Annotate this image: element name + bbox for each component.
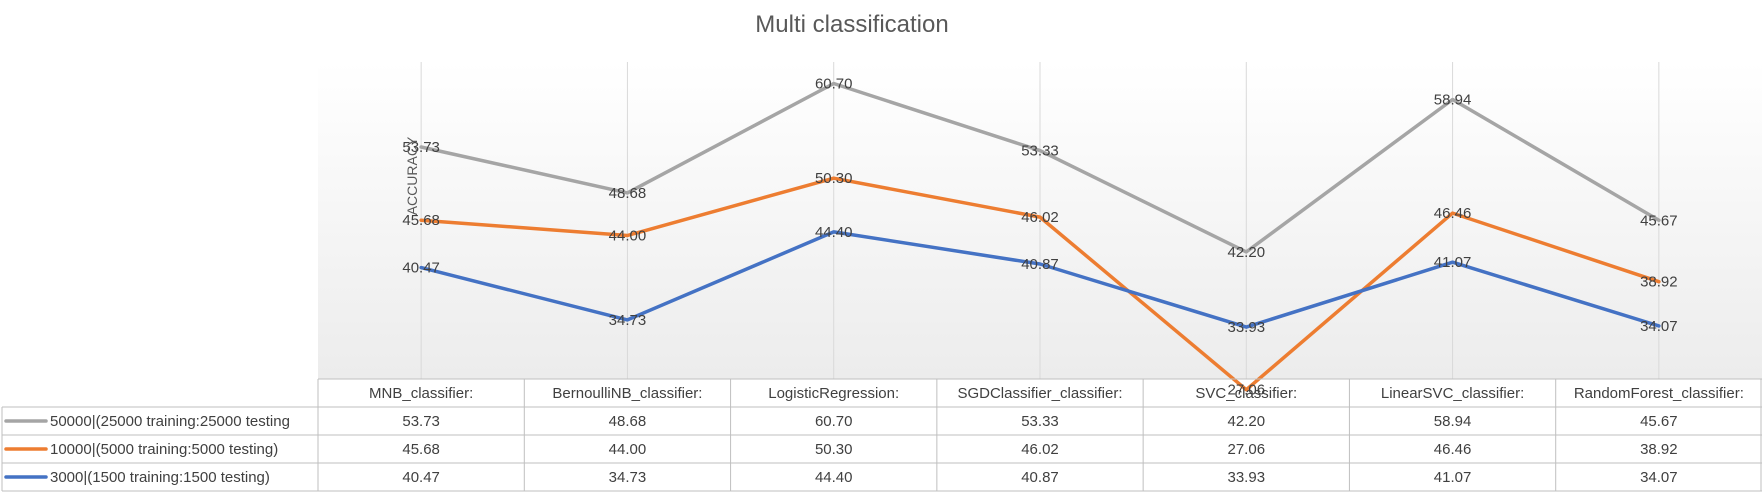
table-cell: 27.06 <box>1228 441 1266 458</box>
data-point <box>419 266 423 270</box>
table-cell: 46.46 <box>1434 441 1472 458</box>
data-point <box>1657 280 1661 284</box>
data-label: 38.92 <box>1640 274 1678 291</box>
data-label: 45.67 <box>1640 212 1678 229</box>
data-point <box>1038 215 1042 219</box>
data-point <box>1451 98 1455 102</box>
data-label: 42.20 <box>1228 244 1266 261</box>
table-cell: 48.68 <box>609 413 647 430</box>
data-label: 34.73 <box>609 312 647 329</box>
data-labels: 53.73 48.68 60.70 53.33 42.20 58.94 45.67 45.68… <box>402 76 1677 399</box>
data-table: MNB_classifier: BernoulliNB_classifier: Lo… <box>1 378 1762 492</box>
data-point <box>1451 260 1455 264</box>
data-point <box>1244 250 1248 254</box>
table-cell: 41.07 <box>1434 469 1472 486</box>
data-label: 53.73 <box>402 139 440 156</box>
data-label: 58.94 <box>1434 92 1472 109</box>
data-label: 44.00 <box>609 228 647 245</box>
data-label: 46.46 <box>1434 205 1472 222</box>
data-point <box>1244 325 1248 329</box>
category-label-randomforest-classifier: RandomForest_classifier: <box>1574 385 1744 402</box>
legend-entry-1: 50000|(25000 training:25000 testing <box>50 413 290 430</box>
data-point <box>625 234 629 237</box>
category-label-svc-classifier: SVC_classifier: <box>1195 385 1297 402</box>
legend-entry-2: 10000|(5000 training:5000 testing) <box>50 441 278 458</box>
data-label: 60.70 <box>815 76 853 93</box>
data-point <box>832 230 836 234</box>
table-cell: 33.93 <box>1228 469 1266 486</box>
table-cell: 46.02 <box>1021 441 1059 458</box>
data-point <box>625 191 629 195</box>
category-label-sgdclassifier-classifier: SGDClassifier_classifier: <box>957 385 1122 402</box>
data-label: 27.06 <box>1228 382 1266 399</box>
y-axis-label: ACCURACY <box>404 136 420 215</box>
data-label: 45.68 <box>402 212 440 229</box>
data-label: 44.40 <box>815 224 853 241</box>
table-cell: 42.20 <box>1228 413 1266 430</box>
table-cell: 60.70 <box>815 413 853 430</box>
legend-entry-3: 3000|(1500 training:1500 testing) <box>50 469 270 486</box>
data-label: 46.02 <box>1021 209 1059 226</box>
table-cell: 44.40 <box>815 469 853 486</box>
data-point <box>1451 211 1455 215</box>
table-cell: 34.07 <box>1640 469 1678 486</box>
category-label-logisticregression: LogisticRegression: <box>768 385 899 402</box>
data-point <box>419 218 423 222</box>
category-label-mnb-classifier: MNB_classifier: <box>369 385 473 402</box>
chart-title: Multi classification <box>755 11 948 38</box>
data-label: 53.33 <box>1021 143 1059 160</box>
data-label: 48.68 <box>609 185 647 202</box>
data-point <box>832 176 836 180</box>
data-label: 34.07 <box>1640 318 1678 335</box>
category-label-bernoullinb-classifier: BernoulliNB_classifier: <box>552 385 702 402</box>
data-point <box>1038 262 1042 266</box>
table-cell: 45.67 <box>1640 413 1678 430</box>
data-point <box>1038 149 1042 153</box>
data-point <box>625 318 629 322</box>
data-point <box>832 82 836 86</box>
table-cell: 40.47 <box>402 469 440 486</box>
data-point <box>419 145 423 149</box>
data-label: 33.93 <box>1228 319 1266 336</box>
data-point <box>1244 388 1248 392</box>
category-label-linearsvc-classifier: LinearSVC_classifier: <box>1381 385 1524 402</box>
data-label: 41.07 <box>1434 254 1472 271</box>
data-label: 40.87 <box>1021 256 1059 273</box>
series-lines <box>419 81 1661 392</box>
table-cell: 45.68 <box>402 441 440 458</box>
table-cell: 58.94 <box>1434 413 1472 430</box>
table-cell: 34.73 <box>609 469 647 486</box>
data-point <box>1657 324 1661 328</box>
table-cell: 38.92 <box>1640 441 1678 458</box>
table-cell: 40.87 <box>1021 469 1059 486</box>
table-cell: 44.00 <box>609 441 647 458</box>
data-point <box>1657 218 1661 222</box>
data-label: 40.47 <box>402 260 440 277</box>
table-cell: 53.73 <box>402 413 440 430</box>
table-cell: 50.30 <box>815 441 853 458</box>
table-cell: 53.33 <box>1021 413 1059 430</box>
data-label: 50.30 <box>815 170 853 187</box>
